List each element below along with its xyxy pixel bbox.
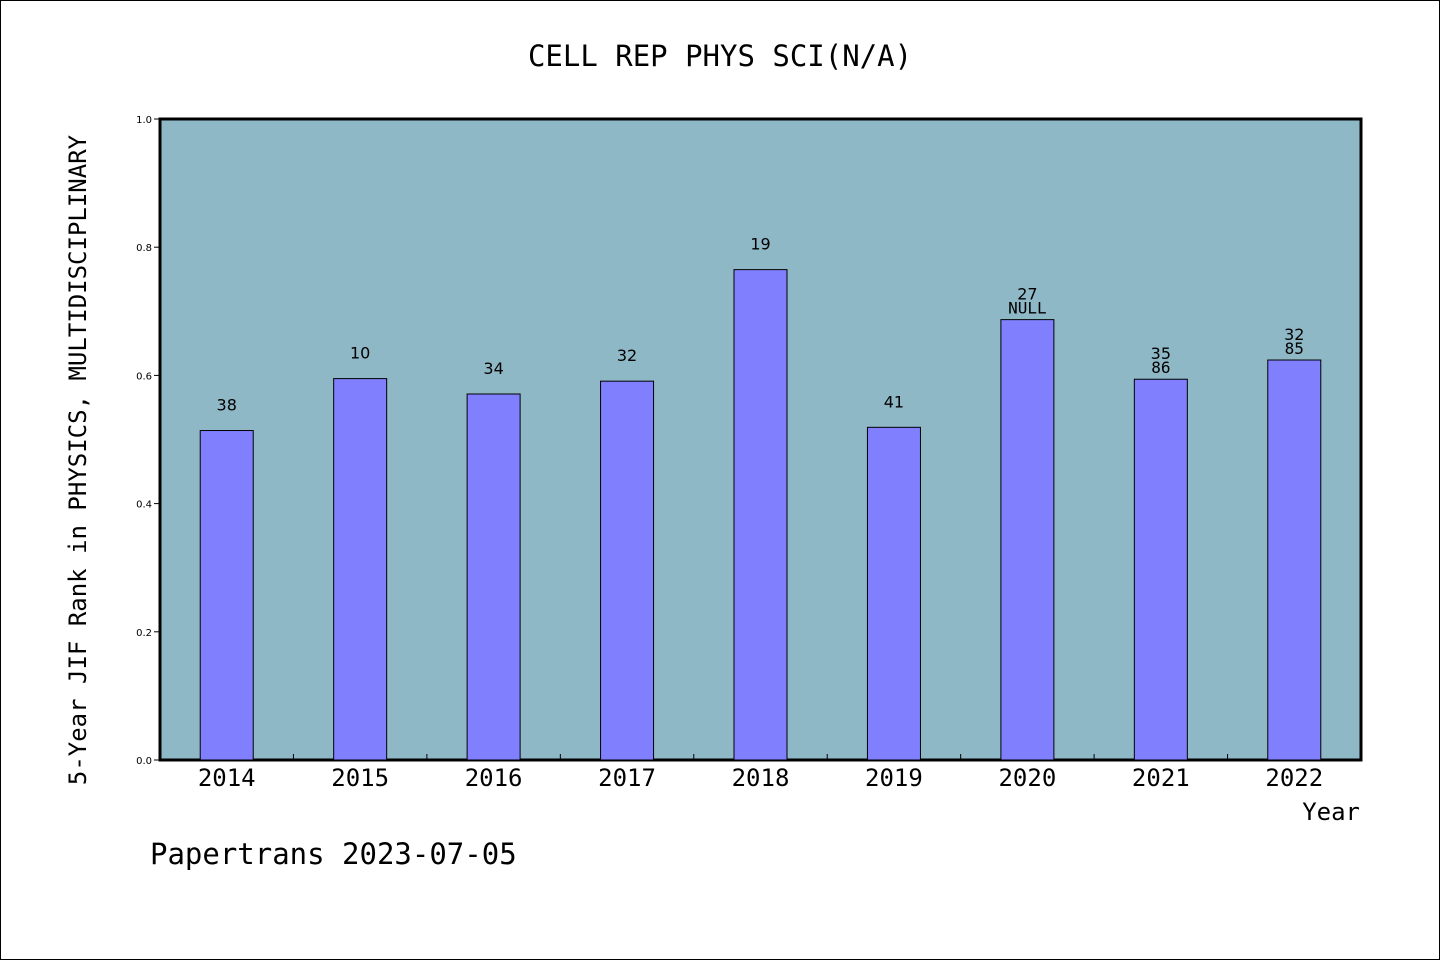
bar-2016	[466, 393, 521, 761]
bar-label-secondary: NULL	[1008, 299, 1047, 318]
y-tick-label: 0.4	[136, 500, 152, 511]
x-tick-label: 2016	[465, 764, 523, 792]
bar-label-rank: 41	[884, 392, 904, 411]
bars-group	[199, 269, 1322, 761]
bar-label-rank: 35	[1151, 344, 1171, 363]
x-tick-label: 2014	[198, 764, 256, 792]
bar-2019	[866, 426, 921, 761]
bar-2014	[199, 430, 254, 761]
bar-label-rank: 10	[350, 344, 370, 363]
chart-title: CELL REP PHYS SCI(N/A)	[528, 39, 912, 73]
y-tick-label: 0.2	[136, 628, 152, 639]
y-tick-label: 1.0	[136, 115, 152, 126]
bar-2015	[333, 378, 388, 761]
bar-label-rank: 27	[1017, 285, 1037, 304]
x-axis: 2014 2015 2016 2017 2018 2019 2020 2021 2022	[198, 754, 1323, 792]
x-tick-label: 2017	[598, 764, 656, 792]
bar-label-rank: 19	[750, 235, 770, 254]
y-axis: 0.0 0.2 0.4 0.6 0.8 1.0	[136, 115, 160, 767]
x-tick-label: 2019	[865, 764, 923, 792]
bar-2020	[1000, 319, 1055, 761]
bar-2018	[733, 269, 788, 761]
bar-label-secondary: 86	[1151, 358, 1170, 377]
bar-label-rank: 34	[483, 359, 503, 378]
footer-credit: Papertrans 2023-07-05	[150, 837, 517, 871]
bar-label-secondary: 85	[1285, 339, 1304, 358]
x-axis-label: Year	[1302, 798, 1360, 826]
bar-2017	[600, 380, 655, 761]
y-tick-label: 0.6	[136, 371, 152, 382]
y-tick-label: 0.0	[136, 756, 152, 767]
x-tick-label: 2021	[1132, 764, 1190, 792]
y-axis-label: 5-Year JIF Rank in PHYSICS, MULTIDISCIPL…	[64, 134, 92, 785]
x-tick-label: 2015	[331, 764, 389, 792]
bar-2021	[1133, 378, 1188, 761]
bar-2022	[1267, 359, 1322, 761]
x-tick-label: 2022	[1265, 764, 1323, 792]
bar-label-rank: 32	[1284, 325, 1304, 344]
bar-label-rank: 32	[617, 346, 637, 365]
y-tick-label: 0.8	[136, 243, 152, 254]
x-tick-label: 2018	[732, 764, 790, 792]
bar-label-rank: 38	[217, 396, 237, 415]
x-tick-label: 2020	[998, 764, 1056, 792]
